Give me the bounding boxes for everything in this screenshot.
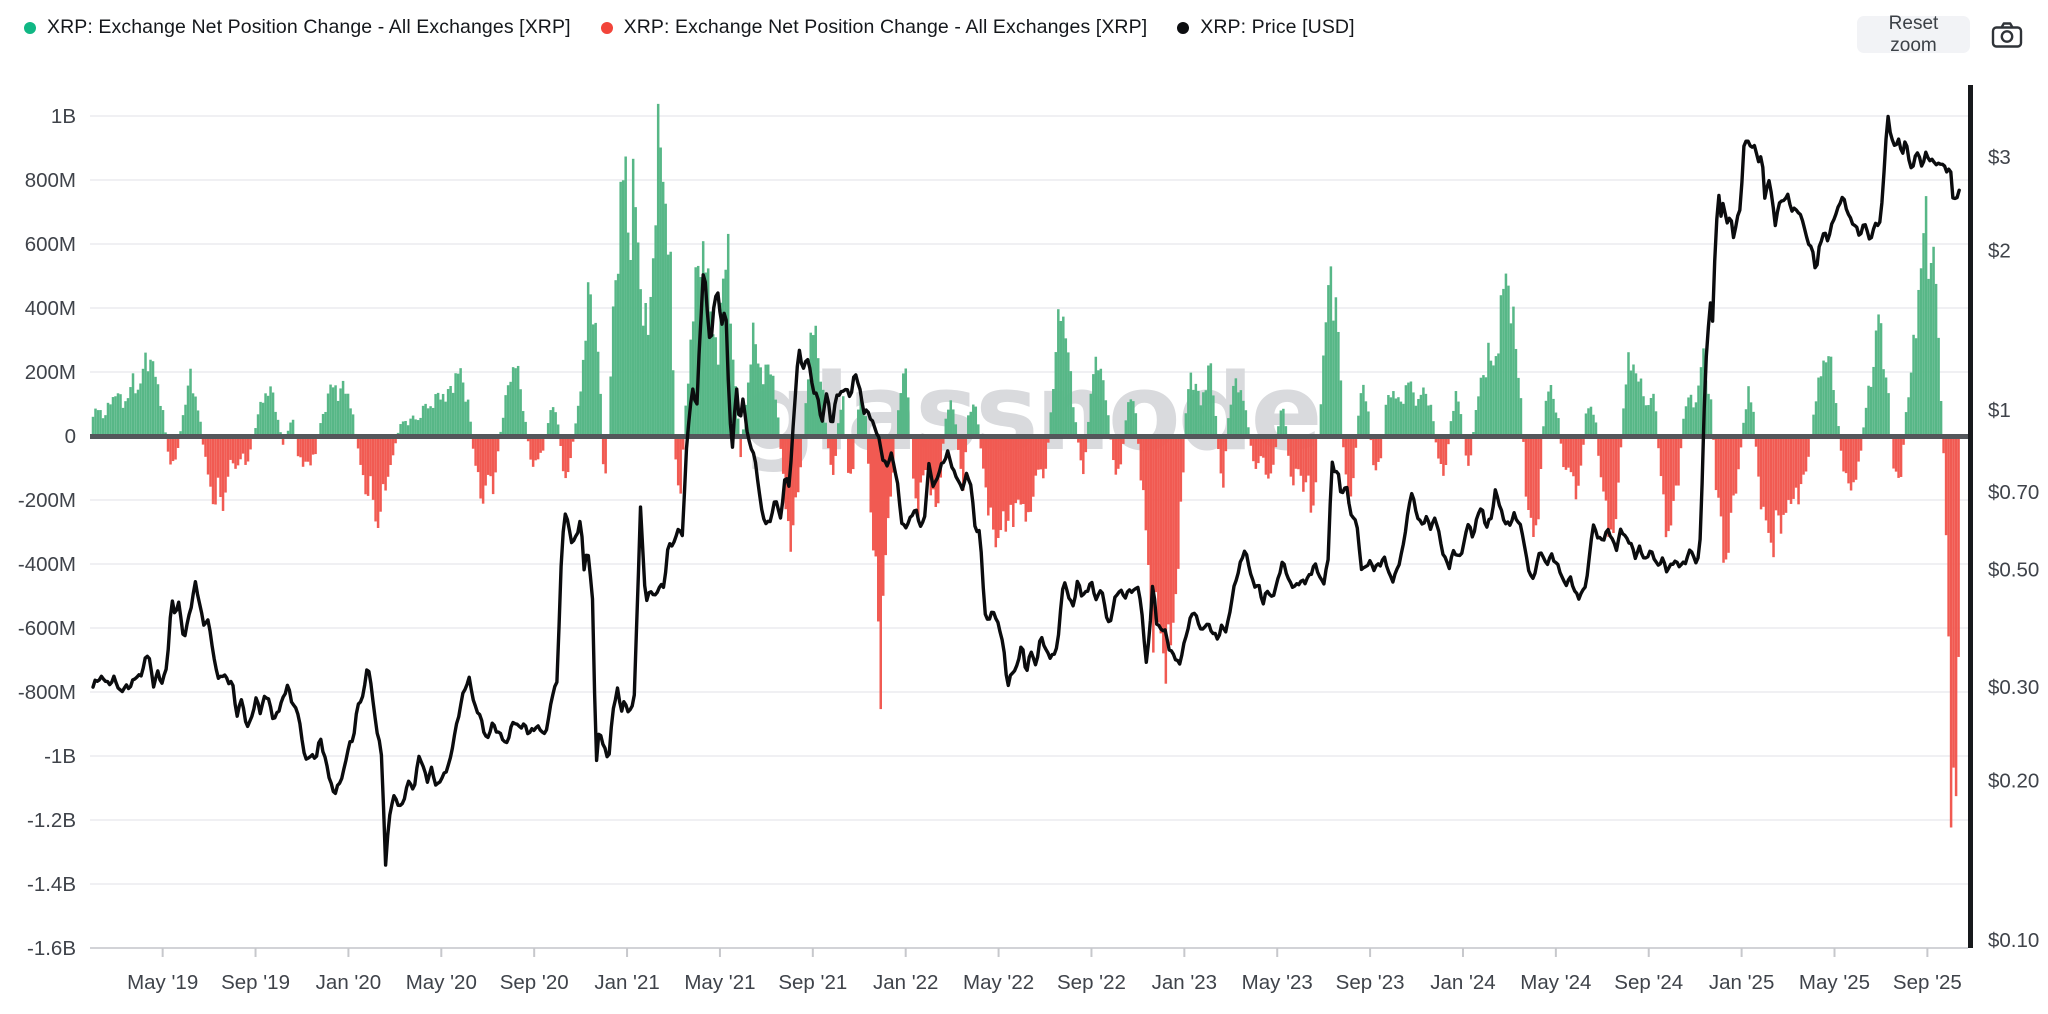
legend-item-price[interactable]: XRP: Price [USD]	[1177, 16, 1355, 39]
camera-button[interactable]	[1990, 20, 2024, 50]
y-axis-left-tick-label: -1.2B	[27, 809, 76, 832]
y-axis-left-tick-label: 800M	[25, 169, 76, 192]
price-line	[91, 114, 1961, 867]
x-axis-tick-label: May '19	[127, 971, 198, 994]
legend-label: XRP: Exchange Net Position Change - All …	[623, 16, 1148, 38]
y-axis-left-tick-label: -600M	[18, 617, 76, 640]
y-axis-right-tick-label: $3	[1988, 146, 2011, 169]
x-axis-tick-label: May '21	[684, 971, 755, 994]
x-axis-tick-label: May '23	[1242, 971, 1313, 994]
gridlines	[90, 115, 1968, 949]
x-axis-tick-label: Jan '22	[873, 971, 938, 994]
y-axis-left-tick-label: -800M	[18, 681, 76, 704]
y-axis-left-tick-label: -1.4B	[27, 873, 76, 896]
x-axis-tick-label: Sep '25	[1893, 971, 1962, 994]
x-axis-tick-label: Jan '21	[594, 971, 659, 994]
y-axis-left-tick-label: -200M	[18, 489, 76, 512]
x-axis-tick-label: Jan '23	[1152, 971, 1217, 994]
chart-legend: XRP: Exchange Net Position Change - All …	[24, 16, 1355, 39]
y-axis-left-tick-label: 1B	[51, 105, 76, 128]
x-axis-tick-label: May '25	[1799, 971, 1870, 994]
reset-zoom-button[interactable]: Reset zoom	[1857, 13, 1970, 56]
y-axis-left-tick-label: -400M	[18, 553, 76, 576]
y-axis-left-tick-label: 600M	[25, 233, 76, 256]
x-axis-tick-label: Jan '20	[316, 971, 381, 994]
x-axis-tick-label: Sep '21	[778, 971, 847, 994]
green-dot-icon	[24, 21, 36, 34]
x-axis-tick-label: Sep '22	[1057, 971, 1126, 994]
x-axis-tick-label: Sep '19	[221, 971, 290, 994]
y-axis-left-tick-label: -1B	[44, 745, 76, 768]
y-axis-left-tick-label: 0	[65, 425, 76, 448]
y-axis-right-tick-label: $0.20	[1988, 769, 2039, 792]
legend-item-net-position-negative[interactable]: XRP: Exchange Net Position Change - All …	[600, 16, 1148, 39]
x-axis-tick-label: May '22	[963, 971, 1034, 994]
x-axis-tick-label: Sep '24	[1614, 971, 1683, 994]
x-axis-tick-label: Jan '24	[1430, 971, 1495, 994]
x-axis-tick-label: May '20	[406, 971, 477, 994]
x-axis-tick-label: Sep '20	[500, 971, 569, 994]
x-axis-tick-label: Sep '23	[1336, 971, 1405, 994]
y-axis-right-tick-label: $1	[1988, 399, 2011, 422]
legend-item-net-position-positive[interactable]: XRP: Exchange Net Position Change - All …	[24, 16, 571, 39]
y-axis-left-tick-label: -1.6B	[27, 937, 76, 960]
black-dot-icon	[1177, 21, 1190, 34]
y-axis-right-tick-label: $0.70	[1988, 481, 2039, 504]
y-axis-right-tick-label: $2	[1988, 239, 2011, 262]
y-axis-right-tick-label: $0.10	[1988, 929, 2039, 952]
x-axis-tick-label: Jan '25	[1709, 971, 1774, 994]
net-position-change-bars	[91, 103, 1960, 828]
y-axis-right-tick-label: $0.50	[1988, 559, 2039, 582]
legend-label: XRP: Exchange Net Position Change - All …	[47, 16, 571, 38]
axes: 1B 800M 600M 400M 200M 0 -200M -400M -600M -800M -…	[18, 85, 2039, 994]
legend-label: XRP: Price [USD]	[1200, 16, 1355, 38]
y-axis-left-tick-label: 200M	[25, 361, 76, 384]
y-axis-right-tick-label: $0.30	[1988, 676, 2039, 699]
x-axis-tick-label: May '24	[1520, 971, 1591, 994]
y-axis-left-tick-label: 400M	[25, 297, 76, 320]
camera-icon	[1991, 22, 2023, 48]
red-dot-icon	[600, 21, 613, 34]
